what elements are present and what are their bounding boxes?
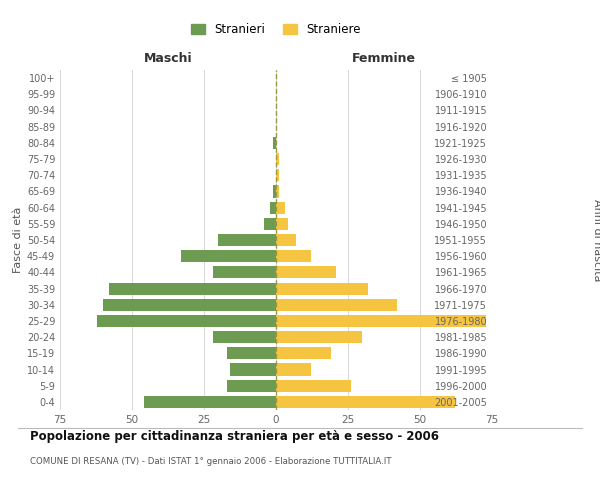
- Bar: [276, 364, 311, 376]
- Bar: [181, 250, 276, 262]
- Bar: [273, 137, 276, 149]
- Bar: [270, 202, 276, 213]
- Bar: [276, 234, 296, 246]
- Text: Popolazione per cittadinanza straniera per età e sesso - 2006: Popolazione per cittadinanza straniera p…: [30, 430, 439, 443]
- Bar: [276, 266, 337, 278]
- Bar: [276, 250, 311, 262]
- Bar: [276, 202, 284, 213]
- Bar: [227, 348, 276, 360]
- Bar: [212, 331, 276, 343]
- Bar: [143, 396, 276, 408]
- Bar: [273, 186, 276, 198]
- Bar: [103, 298, 276, 311]
- Bar: [265, 218, 276, 230]
- Bar: [97, 315, 276, 327]
- Bar: [218, 234, 276, 246]
- Bar: [276, 298, 397, 311]
- Bar: [109, 282, 276, 294]
- Bar: [276, 169, 279, 181]
- Text: COMUNE DI RESANA (TV) - Dati ISTAT 1° gennaio 2006 - Elaborazione TUTTITALIA.IT: COMUNE DI RESANA (TV) - Dati ISTAT 1° ge…: [30, 458, 392, 466]
- Bar: [276, 186, 279, 198]
- Bar: [276, 380, 351, 392]
- Bar: [276, 218, 287, 230]
- Legend: Stranieri, Straniere: Stranieri, Straniere: [186, 18, 366, 41]
- Bar: [276, 331, 362, 343]
- Bar: [276, 282, 368, 294]
- Text: Anni di nascita: Anni di nascita: [592, 198, 600, 281]
- Y-axis label: Fasce di età: Fasce di età: [13, 207, 23, 273]
- Bar: [276, 348, 331, 360]
- Bar: [276, 153, 279, 165]
- Bar: [230, 364, 276, 376]
- Bar: [212, 266, 276, 278]
- Bar: [227, 380, 276, 392]
- Text: Femmine: Femmine: [352, 52, 416, 65]
- Bar: [276, 396, 455, 408]
- Text: Maschi: Maschi: [143, 52, 193, 65]
- Bar: [276, 315, 486, 327]
